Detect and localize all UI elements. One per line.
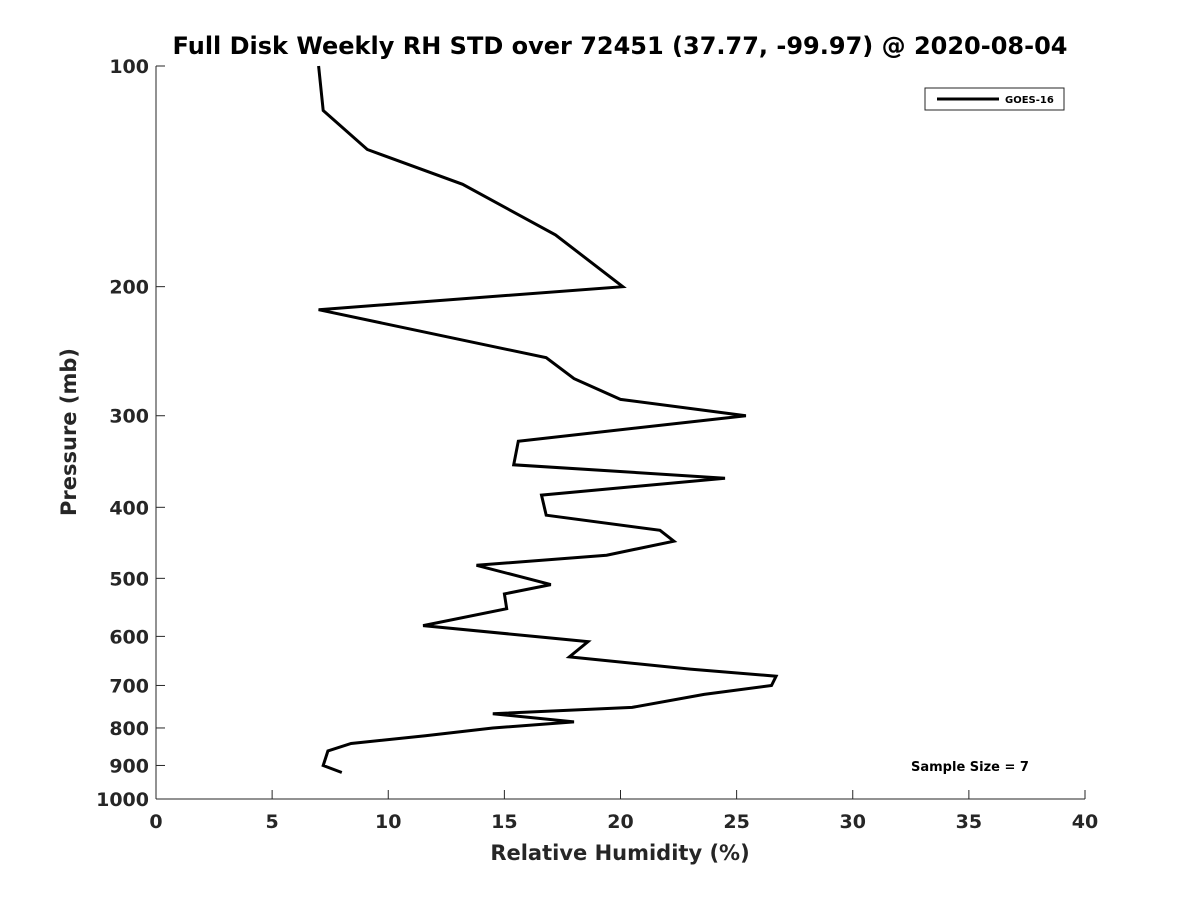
sample-size-annotation: Sample Size = 7 — [911, 760, 1029, 775]
x-tick-label: 15 — [491, 811, 517, 833]
x-tick-label: 40 — [1072, 811, 1098, 833]
plot-area — [155, 66, 1085, 800]
y-tick-label: 400 — [109, 497, 149, 519]
legend-label-goes-16: GOES-16 — [1005, 95, 1054, 106]
x-tick-label: 5 — [266, 811, 279, 833]
y-axis-ticks: 100 200 300 400 500 600 700 800 900 1000 — [96, 56, 165, 811]
x-tick-label: 20 — [607, 811, 633, 833]
legend: GOES-16 — [924, 87, 1065, 111]
y-tick-label: 200 — [109, 277, 149, 299]
x-axis-ticks: 0 5 10 15 20 25 30 35 40 — [149, 790, 1098, 833]
y-tick-label: 600 — [109, 626, 149, 648]
y-tick-label: 1000 — [96, 789, 149, 811]
x-tick-label: 10 — [375, 811, 401, 833]
chart-title: Full Disk Weekly RH STD over 72451 (37.7… — [173, 32, 1068, 60]
series-layer — [317, 65, 779, 774]
series-line-goes-16 — [317, 65, 779, 774]
y-tick-label: 500 — [109, 568, 149, 590]
y-tick-label: 900 — [109, 755, 149, 777]
x-axis-label: Relative Humidity (%) — [490, 841, 749, 865]
x-tick-label: 30 — [840, 811, 866, 833]
y-tick-label: 700 — [109, 675, 149, 697]
y-tick-label: 300 — [109, 406, 149, 428]
y-tick-label: 800 — [109, 718, 149, 740]
x-tick-label: 0 — [149, 811, 162, 833]
y-axis-label: Pressure (mb) — [57, 348, 81, 516]
y-tick-label: 100 — [109, 56, 149, 78]
x-tick-label: 35 — [956, 811, 982, 833]
x-tick-label: 25 — [723, 811, 749, 833]
